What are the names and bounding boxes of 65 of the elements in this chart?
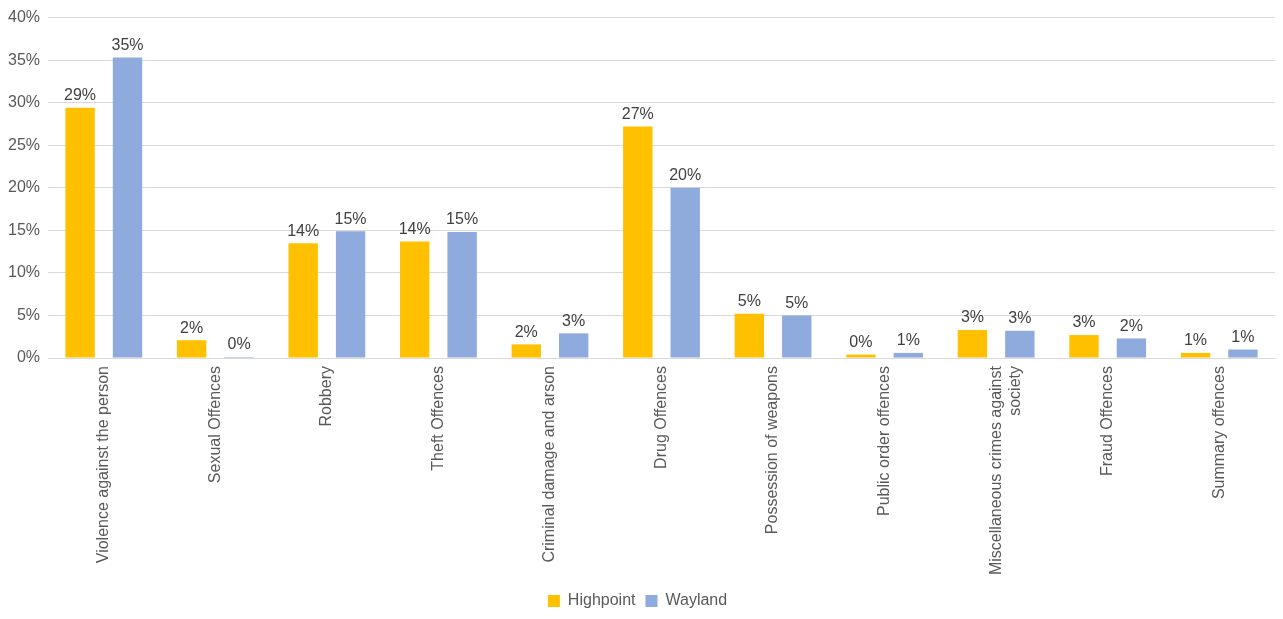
bar bbox=[1180, 352, 1211, 358]
bar bbox=[1116, 338, 1147, 358]
y-tick-label: 5% bbox=[16, 305, 41, 323]
bar bbox=[670, 187, 700, 358]
data-label: 2% bbox=[514, 322, 538, 340]
y-tick-label: 35% bbox=[7, 50, 41, 68]
data-label: 14% bbox=[287, 221, 320, 239]
bar bbox=[957, 329, 988, 358]
bar bbox=[734, 313, 765, 358]
x-tick-label: Criminal damage and arson bbox=[540, 366, 558, 563]
data-label: 1% bbox=[1183, 331, 1208, 349]
bar bbox=[1228, 349, 1258, 358]
data-label: 3% bbox=[1072, 313, 1096, 331]
bar bbox=[1005, 330, 1035, 358]
x-tick-label: Summary offences bbox=[1209, 366, 1227, 500]
x-tick-label: Robbery bbox=[317, 366, 335, 427]
data-label: 35% bbox=[111, 36, 144, 54]
bar bbox=[893, 352, 923, 358]
x-tick-label: Sexual Offences bbox=[205, 366, 223, 484]
bar bbox=[176, 340, 207, 358]
bar bbox=[447, 232, 477, 358]
data-label: 5% bbox=[785, 293, 809, 311]
data-label: 29% bbox=[64, 86, 97, 104]
y-tick-label: 20% bbox=[7, 178, 41, 196]
data-label: 15% bbox=[446, 210, 479, 228]
bar bbox=[1069, 335, 1099, 358]
data-label: 27% bbox=[621, 104, 654, 122]
legend-label: Highpoint bbox=[567, 591, 637, 609]
bar bbox=[400, 241, 430, 358]
bar bbox=[511, 344, 541, 358]
data-label: 1% bbox=[896, 331, 920, 349]
x-tick-label: Public order offences bbox=[875, 366, 892, 517]
data-label: 1% bbox=[1231, 327, 1255, 345]
bar bbox=[335, 231, 366, 358]
data-label: 3% bbox=[960, 308, 984, 326]
data-label: 2% bbox=[180, 318, 204, 336]
y-tick-label: 0% bbox=[16, 348, 41, 366]
bar bbox=[112, 57, 143, 358]
data-label: 3% bbox=[562, 311, 586, 329]
data-label: 5% bbox=[737, 292, 761, 310]
data-label: 15% bbox=[334, 209, 367, 227]
bar bbox=[846, 354, 876, 358]
bar bbox=[782, 315, 812, 358]
data-label: 2% bbox=[1119, 316, 1143, 334]
data-label: 3% bbox=[1008, 309, 1032, 327]
x-tick-label: Drug Offences bbox=[651, 366, 669, 469]
bar bbox=[623, 126, 653, 358]
bar bbox=[65, 107, 95, 358]
x-tick-label: Fraud Offences bbox=[1098, 366, 1116, 477]
data-label: 14% bbox=[398, 219, 431, 237]
x-tick-label: Possession of weapons bbox=[763, 366, 781, 535]
bar bbox=[288, 243, 318, 358]
bar bbox=[558, 333, 589, 358]
y-tick-label: 10% bbox=[7, 263, 41, 281]
y-tick-label: 25% bbox=[7, 135, 41, 153]
data-label: 0% bbox=[227, 335, 251, 353]
y-tick-label: 40% bbox=[7, 8, 41, 26]
legend-label: Wayland bbox=[665, 591, 728, 609]
x-tick-label: Violence against the person bbox=[94, 366, 112, 564]
x-tick-label: Theft Offences bbox=[428, 366, 446, 471]
y-tick-label: 30% bbox=[7, 93, 41, 111]
x-tick-label: Miscellaneous crimes against society bbox=[986, 365, 1023, 576]
data-label: 0% bbox=[849, 333, 873, 351]
data-label: 20% bbox=[669, 166, 702, 184]
y-tick-label: 15% bbox=[7, 220, 41, 238]
